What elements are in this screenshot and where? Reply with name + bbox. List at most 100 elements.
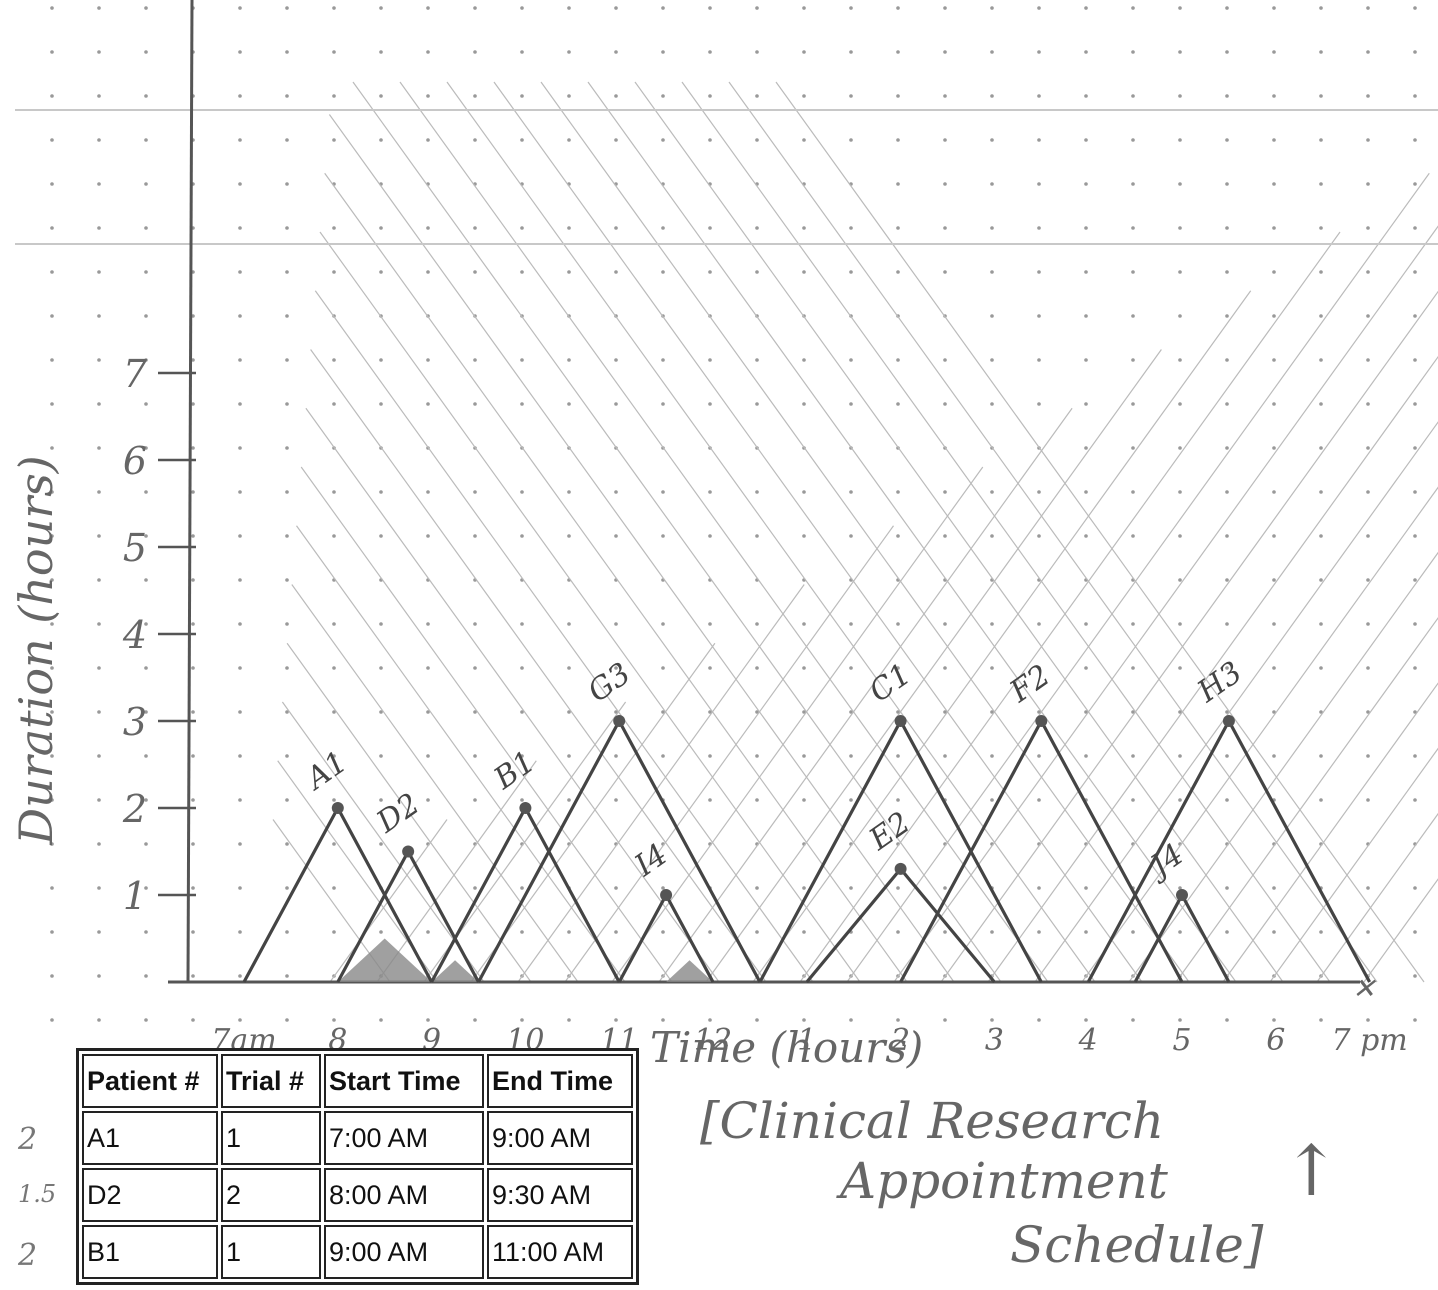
grid-dot <box>238 754 242 758</box>
grid-dot <box>379 1018 383 1022</box>
grid-dot <box>285 842 289 846</box>
grid-dot <box>1178 94 1182 98</box>
grid-dot <box>1225 182 1229 186</box>
grid-dot <box>1131 446 1135 450</box>
grid-dot <box>50 490 54 494</box>
x-tick-label: 2 <box>890 1023 910 1058</box>
grid-dot <box>97 534 101 538</box>
grid-dot <box>896 798 900 802</box>
grid-dot <box>1084 314 1088 318</box>
grid-dot <box>144 226 148 230</box>
hatch-line <box>1081 486 1438 983</box>
grid-dot <box>1225 930 1229 934</box>
grid-dot <box>614 710 618 714</box>
grid-dot <box>1037 534 1041 538</box>
grid-dot <box>238 6 242 10</box>
grid-dot <box>849 534 853 538</box>
grid-dot <box>1319 50 1323 54</box>
grid-dot <box>567 226 571 230</box>
grid-dot <box>379 842 383 846</box>
apex-point <box>1222 715 1235 727</box>
header-end-time: End Time <box>487 1054 633 1108</box>
grid-dot <box>1131 710 1135 714</box>
grid-dot <box>97 270 101 274</box>
grid-dot <box>990 930 994 934</box>
grid-dot <box>1131 930 1135 934</box>
hatch-line <box>324 172 908 983</box>
grid-dot <box>1413 666 1417 670</box>
grid-dot <box>1037 930 1041 934</box>
grid-dot <box>520 138 524 142</box>
grid-dot <box>285 358 289 362</box>
grid-dot <box>1272 138 1276 142</box>
grid-dot <box>1225 6 1229 10</box>
grid-dot <box>379 6 383 10</box>
grid-dot <box>896 754 900 758</box>
grid-dot <box>1319 314 1323 318</box>
grid-dot <box>50 358 54 362</box>
grid-dot <box>567 138 571 142</box>
y-tick-label: 7 <box>123 352 148 396</box>
hatch-line <box>728 81 1378 983</box>
y-tick-label: 1 <box>123 874 147 918</box>
grid-dot <box>332 402 336 406</box>
grid-dot <box>849 226 853 230</box>
grid-dot <box>1366 490 1370 494</box>
grid-dot <box>661 270 665 274</box>
grid-dot <box>1272 446 1276 450</box>
grid-dot <box>144 182 148 186</box>
cell-trial: 2 <box>221 1168 321 1222</box>
grid-dot <box>1178 50 1182 54</box>
grid-dot <box>708 50 712 54</box>
grid-dot <box>1272 50 1276 54</box>
grid-dot <box>1413 6 1417 10</box>
hatch-line <box>799 231 1341 983</box>
grid-dot <box>473 622 477 626</box>
grid-dot <box>1366 182 1370 186</box>
grid-dot <box>1413 50 1417 54</box>
grid-dot <box>238 314 242 318</box>
grid-dot <box>1131 402 1135 406</box>
grid-dot <box>1225 798 1229 802</box>
grid-dot <box>1272 490 1276 494</box>
grid-dot <box>1366 710 1370 714</box>
series-line <box>1086 719 1372 983</box>
grid-dot <box>238 1018 242 1022</box>
grid-dot <box>1272 358 1276 362</box>
y-axis-label: Duration (hours) <box>9 455 63 846</box>
hatch-line <box>634 81 1284 983</box>
grid-dot <box>379 798 383 802</box>
grid-dot <box>1225 446 1229 450</box>
grid-dot <box>379 402 383 406</box>
grid-dot <box>50 534 54 538</box>
grid-dot <box>1084 270 1088 274</box>
grid-dot <box>379 50 383 54</box>
grid-dot <box>990 314 994 318</box>
grid-dot <box>426 710 430 714</box>
apex-point <box>331 802 344 814</box>
grid-dot <box>1319 182 1323 186</box>
series-line <box>899 719 1184 983</box>
grid-dot <box>97 490 101 494</box>
hatch-line <box>296 525 626 983</box>
grid-dot <box>1413 402 1417 406</box>
overlap-region <box>666 960 713 982</box>
grid-dot <box>849 358 853 362</box>
overlap-region <box>337 938 432 982</box>
grid-dot <box>1413 886 1417 890</box>
grid-dot <box>50 798 54 802</box>
grid-dot <box>473 886 477 890</box>
header-patient: Patient # <box>82 1054 218 1108</box>
grid-dot <box>661 490 665 494</box>
x-axis-arrow-icon: ✕ <box>1352 972 1377 1005</box>
grid-dot <box>990 710 994 714</box>
hatch-line <box>587 81 1237 983</box>
grid-dot <box>191 446 195 450</box>
grid-dot <box>191 534 195 538</box>
grid-dot <box>97 314 101 318</box>
grid-dot <box>97 886 101 890</box>
grid-dot <box>1366 622 1370 626</box>
grid-dot <box>990 622 994 626</box>
hatch-line <box>564 525 894 983</box>
grid-dot <box>144 974 148 978</box>
